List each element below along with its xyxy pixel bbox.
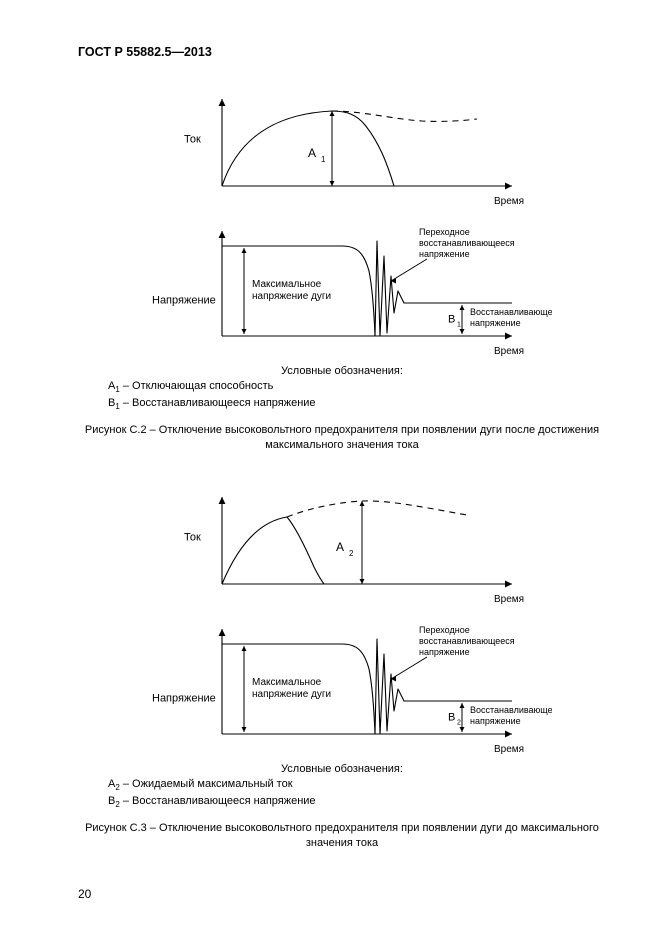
svg-text:2: 2 — [349, 549, 354, 558]
svg-text:А: А — [308, 146, 316, 160]
page: ГОСТ Р 55882.5—2013 ТокВремяА1Напряжение… — [0, 0, 661, 935]
svg-text:Ток: Ток — [184, 134, 201, 146]
svg-text:Время: Время — [494, 744, 524, 755]
page-number: 20 — [78, 887, 91, 901]
svg-text:восстанавливающееся: восстанавливающееся — [419, 636, 515, 646]
svg-text:В: В — [448, 314, 455, 326]
svg-text:Восстанавливающееся: Восстанавливающееся — [470, 307, 552, 317]
svg-text:напряжение дуги: напряжение дуги — [252, 291, 331, 302]
svg-text:Время: Время — [494, 594, 524, 605]
svg-text:Ток: Ток — [184, 532, 201, 544]
doc-header: ГОСТ Р 55882.5—2013 — [78, 45, 606, 59]
svg-text:1: 1 — [321, 155, 326, 164]
svg-text:напряжение: напряжение — [419, 249, 470, 259]
legend-a1: А1 – Отключающая способность — [108, 380, 606, 394]
caption-c2: Рисунок С.2 – Отключение высоковольтного… — [78, 423, 606, 453]
svg-text:Восстанавливающееся: Восстанавливающееся — [470, 705, 552, 715]
svg-text:Максимальное: Максимальное — [252, 677, 322, 688]
figure-c2: ТокВремяА1НапряжениеВремяМаксимальноенап… — [78, 81, 606, 361]
legend-a2: А2 – Ожидаемый максимальный ток — [108, 778, 606, 792]
svg-text:Напряжение: Напряжение — [152, 295, 216, 307]
legend-head-1: Условные обозначения: — [78, 365, 606, 377]
svg-text:А: А — [336, 540, 344, 554]
svg-text:Время: Время — [494, 196, 524, 207]
svg-text:Напряжение: Напряжение — [152, 693, 216, 705]
svg-text:Время: Время — [494, 346, 524, 357]
svg-text:Переходное: Переходное — [419, 227, 470, 237]
figure-c2-svg: ТокВремяА1НапряжениеВремяМаксимальноенап… — [132, 81, 552, 361]
figure-c3-svg: ТокВремяА2НапряжениеВремяМаксимальноенап… — [132, 479, 552, 759]
svg-text:В: В — [448, 712, 455, 724]
figure-c3: ТокВремяА2НапряжениеВремяМаксимальноенап… — [78, 479, 606, 759]
legend-b1: В1 – Восстанавливающееся напряжение — [108, 397, 606, 411]
svg-text:напряжение дуги: напряжение дуги — [252, 689, 331, 700]
svg-text:1: 1 — [457, 322, 461, 329]
svg-text:восстанавливающееся: восстанавливающееся — [419, 238, 515, 248]
svg-text:Переходное: Переходное — [419, 625, 470, 635]
svg-text:Максимальное: Максимальное — [252, 279, 322, 290]
legend-b2: В2 – Восстанавливающееся напряжение — [108, 795, 606, 809]
svg-text:напряжение: напряжение — [470, 716, 521, 726]
svg-text:2: 2 — [457, 720, 461, 727]
svg-text:напряжение: напряжение — [419, 647, 470, 657]
legend-head-2: Условные обозначения: — [78, 763, 606, 775]
svg-text:напряжение: напряжение — [470, 318, 521, 328]
caption-c3: Рисунок С.3 – Отключение высоковольтного… — [78, 821, 606, 851]
